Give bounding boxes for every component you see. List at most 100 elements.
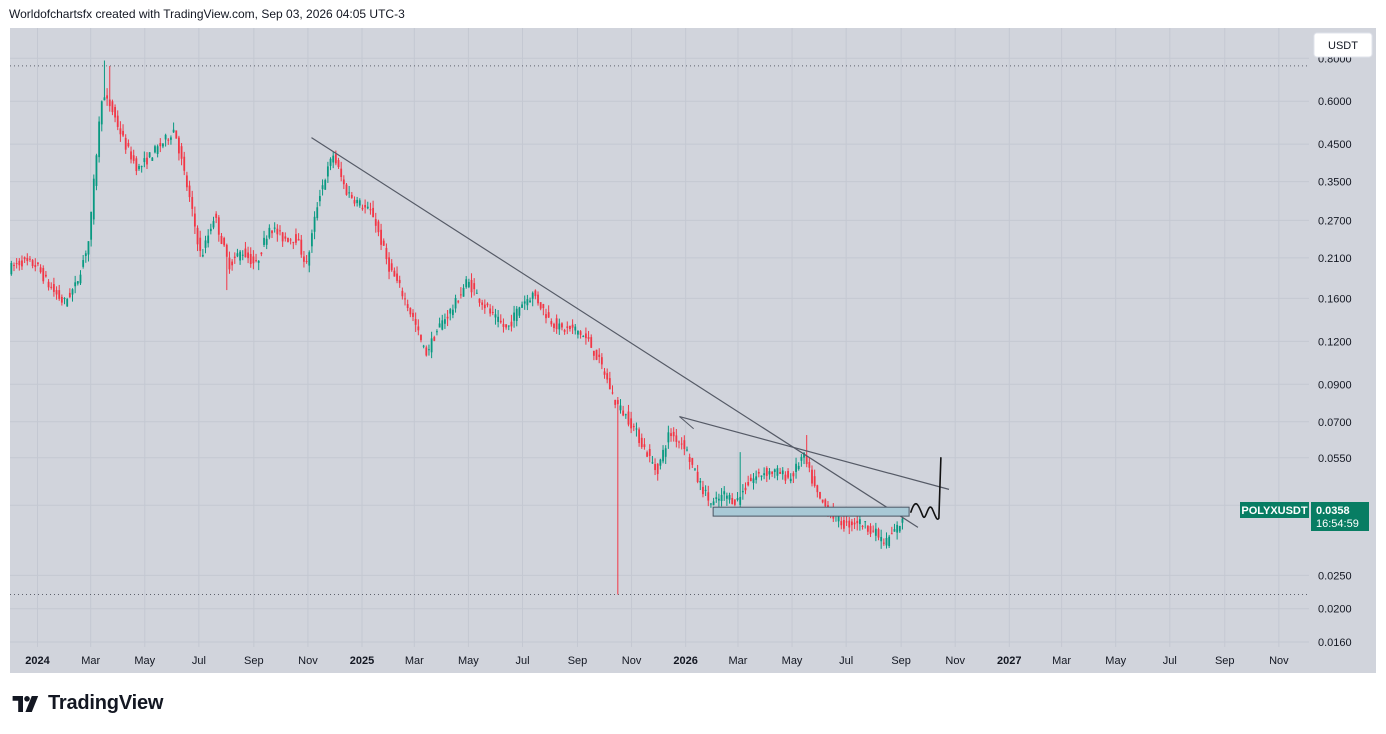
- candle-body: [662, 449, 664, 462]
- candle: [457, 300, 460, 304]
- candle-body: [502, 324, 505, 327]
- candle-body: [513, 312, 515, 321]
- candle: [606, 368, 609, 384]
- candle: [787, 468, 789, 480]
- plot-background: [10, 28, 1309, 673]
- price-chart[interactable]: 0.80000.60000.45000.35000.27000.21000.16…: [0, 0, 1386, 690]
- candle: [241, 250, 244, 261]
- price-axis-background: [1309, 28, 1376, 673]
- candle: [635, 422, 638, 437]
- time-tick-label: 2024: [25, 655, 50, 667]
- candle-body: [353, 199, 356, 204]
- currency-button-label: USDT: [1328, 40, 1358, 52]
- candle: [446, 310, 449, 327]
- candle-body: [648, 448, 651, 456]
- candle-body: [119, 128, 122, 135]
- candle: [851, 518, 853, 532]
- candle: [108, 65, 111, 112]
- candle: [874, 522, 877, 542]
- candle-body: [534, 290, 537, 297]
- candle: [215, 211, 218, 224]
- candle-body: [308, 252, 311, 266]
- candle-body: [185, 175, 188, 188]
- candle-body: [579, 331, 582, 335]
- currency-button[interactable]: USDT: [1313, 32, 1373, 58]
- candle-body: [545, 314, 547, 319]
- candle-body: [494, 314, 497, 318]
- candle-body: [132, 155, 135, 161]
- tradingview-brand: TradingView: [12, 692, 163, 715]
- candle-body: [414, 319, 417, 325]
- candle: [779, 467, 781, 474]
- candle: [619, 399, 622, 414]
- candle: [441, 314, 444, 331]
- candle-body: [263, 237, 265, 245]
- time-axis[interactable]: 2024 Mar May Jul Sep Nov 2025 Mar May Jul Sep Nov 20…: [25, 655, 1289, 667]
- candle: [356, 196, 359, 207]
- candle-body: [52, 284, 55, 292]
- candle: [404, 292, 406, 306]
- candle: [311, 229, 313, 253]
- candle: [792, 471, 795, 484]
- candle: [577, 330, 579, 339]
- candle-body: [111, 101, 114, 113]
- candle-body: [824, 499, 827, 507]
- time-tick-label: Mar: [1052, 655, 1071, 667]
- candle: [326, 161, 329, 183]
- candle-body: [372, 207, 375, 218]
- candle-body: [680, 443, 683, 445]
- candle: [329, 157, 332, 171]
- candle: [170, 135, 172, 145]
- candle-body: [207, 235, 210, 244]
- candle: [162, 143, 164, 149]
- candle: [228, 251, 231, 274]
- candle-body: [292, 241, 295, 243]
- candle: [768, 468, 771, 480]
- candle-body: [188, 185, 191, 198]
- candle: [747, 475, 750, 487]
- candle: [462, 284, 465, 297]
- candle-body: [715, 497, 718, 500]
- candle-body: [380, 229, 382, 245]
- candle-body: [569, 325, 571, 330]
- candle-body: [797, 465, 800, 470]
- candle-body: [491, 311, 494, 313]
- candle: [42, 265, 45, 284]
- candle-body: [555, 318, 558, 330]
- candle: [199, 230, 202, 257]
- candle-body: [574, 326, 577, 331]
- candle: [555, 314, 558, 334]
- candle: [699, 477, 702, 491]
- candle: [116, 110, 119, 131]
- candle-body: [10, 262, 13, 275]
- candle-body: [840, 521, 843, 526]
- candle-body: [600, 357, 603, 365]
- candle-body: [31, 260, 34, 267]
- candle: [521, 301, 523, 308]
- candle-body: [805, 455, 808, 465]
- candle-body: [646, 452, 648, 457]
- time-tick-label: Nov: [298, 655, 318, 667]
- candle-body: [441, 320, 444, 330]
- candle-body: [295, 234, 297, 243]
- candle: [483, 299, 486, 314]
- time-tick-label: May: [134, 655, 155, 667]
- candle: [95, 153, 98, 191]
- time-tick-label: Jul: [192, 655, 206, 667]
- candle-body: [821, 499, 824, 503]
- candle-body: [872, 530, 875, 532]
- candle: [284, 232, 287, 242]
- candle: [869, 523, 872, 538]
- candle-body: [627, 411, 630, 425]
- price-axis[interactable]: 0.80000.60000.45000.35000.27000.21000.16…: [1318, 53, 1352, 649]
- candle: [489, 304, 492, 317]
- candle-body: [670, 433, 672, 437]
- candle-body: [196, 227, 199, 245]
- candle: [151, 157, 154, 161]
- candle-body: [297, 238, 300, 241]
- candle-body: [140, 166, 143, 168]
- candle: [893, 523, 896, 532]
- candle: [731, 493, 734, 505]
- candle: [755, 470, 758, 484]
- candle-body: [845, 521, 848, 523]
